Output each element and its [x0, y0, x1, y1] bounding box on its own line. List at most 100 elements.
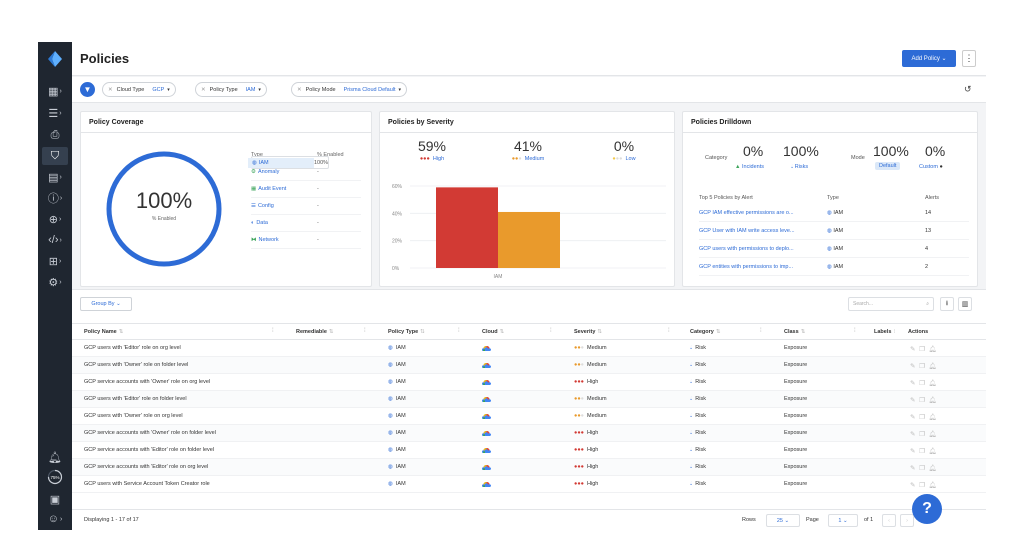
- bell-icon[interactable]: 🔔︎: [928, 363, 937, 370]
- columns-button[interactable]: ▥: [958, 297, 972, 311]
- table-row[interactable]: GCP service accounts with 'Editor' role …: [72, 442, 986, 459]
- policy-name[interactable]: GCP service accounts with 'Editor' role …: [84, 447, 215, 453]
- policy-name[interactable]: GCP service accounts with 'Owner' role o…: [84, 379, 211, 385]
- table-row[interactable]: GCP users with 'Owner' role on org level…: [72, 408, 986, 425]
- more-options-button[interactable]: ⋮: [962, 50, 976, 67]
- filter-icon[interactable]: ▼: [80, 82, 95, 97]
- progress-badge[interactable]: 75%: [42, 468, 68, 486]
- policy-link[interactable]: GCP IAM effective permissions are o...: [699, 209, 794, 216]
- dashboard-icon[interactable]: ▦ ›: [48, 85, 62, 98]
- bell-icon[interactable]: 🔔︎: [928, 482, 937, 489]
- prev-page-button[interactable]: ‹: [882, 514, 896, 527]
- th-remediable[interactable]: Remediable ⇅: [296, 329, 334, 335]
- edit-icon[interactable]: ✎: [910, 414, 916, 421]
- column-resize-handle[interactable]: ⁞: [668, 328, 670, 334]
- copy-icon[interactable]: ❐: [919, 482, 925, 489]
- edit-icon[interactable]: ✎: [910, 346, 916, 353]
- filter-chip-cloud-type[interactable]: ✕ Cloud Type GCP ▾: [102, 82, 176, 97]
- coverage-row-selected[interactable]: ◍ IAM 100%: [248, 156, 330, 169]
- default-mode-button[interactable]: Default: [875, 162, 901, 170]
- th-labels[interactable]: Labels ⁞: [874, 329, 895, 335]
- rows-per-page-select[interactable]: 25 ⌄: [766, 514, 800, 527]
- bar-high[interactable]: [436, 187, 498, 268]
- policy-name[interactable]: GCP service accounts with 'Editor' role …: [84, 464, 209, 470]
- coverage-row[interactable]: ◐ Data -: [251, 215, 361, 232]
- code-icon[interactable]: ‹/› ›: [48, 234, 62, 246]
- help-button[interactable]: ?: [912, 494, 942, 524]
- table-row[interactable]: GCP users with 'Editor' role on org leve…: [72, 340, 986, 357]
- column-resize-handle[interactable]: ⁞: [760, 328, 762, 334]
- incidents-link[interactable]: ▲ Incidents: [735, 164, 764, 170]
- bell-icon[interactable]: 🔔︎: [928, 431, 937, 438]
- investigate-icon[interactable]: ⎙: [50, 128, 60, 141]
- coverage-row[interactable]: ⧓ Network -: [251, 232, 361, 249]
- edit-icon[interactable]: ✎: [910, 363, 916, 370]
- coverage-row[interactable]: ☰ Config -: [251, 198, 361, 215]
- copy-icon[interactable]: ❐: [919, 380, 925, 387]
- column-resize-handle[interactable]: ⁞: [854, 328, 856, 334]
- table-row[interactable]: GCP users with 'Editor' role on folder l…: [72, 391, 986, 408]
- add-policy-button[interactable]: Add Policy ⌄: [902, 50, 956, 67]
- bell-icon[interactable]: 🔔︎: [928, 448, 937, 455]
- alerts-icon[interactable]: ⓘ ›: [47, 193, 63, 205]
- compliance-icon[interactable]: ▤ ›: [48, 171, 62, 184]
- copy-icon[interactable]: ❐: [919, 465, 925, 472]
- search-input[interactable]: Search... ⌕: [848, 297, 934, 311]
- policy-name[interactable]: GCP users with 'Editor' role on org leve…: [84, 345, 181, 351]
- policy-name[interactable]: GCP users with 'Owner' role on org level: [84, 413, 183, 419]
- bell-icon[interactable]: 🔔︎: [928, 380, 937, 387]
- column-resize-handle[interactable]: ⁞: [272, 328, 274, 334]
- remove-filter-icon[interactable]: ✕: [108, 86, 113, 93]
- coverage-row[interactable]: ⚙ Anomaly -: [251, 164, 361, 181]
- th-policy-type[interactable]: Policy Type ⇅: [388, 329, 425, 335]
- bell-icon[interactable]: 🔔︎: [928, 465, 937, 472]
- th-policy-name[interactable]: Policy Name ⇅: [84, 329, 124, 335]
- policy-name[interactable]: GCP users with 'Owner' role on folder le…: [84, 362, 189, 368]
- policy-name[interactable]: GCP users with Service Account Token Cre…: [84, 481, 210, 487]
- copy-icon[interactable]: ❐: [919, 397, 925, 404]
- table-row[interactable]: GCP service accounts with 'Editor' role …: [72, 459, 986, 476]
- reset-icon[interactable]: ↺: [964, 84, 972, 94]
- risks-link[interactable]: 💧︎ Risks: [791, 164, 808, 171]
- column-resize-handle[interactable]: ⁞: [458, 328, 460, 334]
- docs-icon[interactable]: ▣: [49, 493, 61, 506]
- copy-icon[interactable]: ❐: [919, 448, 925, 455]
- edit-icon[interactable]: ✎: [910, 482, 916, 489]
- policy-link[interactable]: GCP users with permissions to deplo...: [699, 245, 794, 252]
- th-category[interactable]: Category ⇅: [690, 329, 721, 335]
- bar-medium[interactable]: [498, 211, 560, 268]
- bell-icon[interactable]: 🔔︎: [928, 414, 937, 421]
- prisma-logo[interactable]: [46, 50, 64, 68]
- notifications-icon[interactable]: 🔔︎: [48, 451, 62, 464]
- policy-link[interactable]: GCP User with IAM write access leve...: [699, 227, 795, 234]
- th-severity[interactable]: Severity ⇅: [574, 329, 603, 335]
- copy-icon[interactable]: ❐: [919, 431, 925, 438]
- profile-icon[interactable]: ☺ ›: [47, 513, 63, 525]
- bell-icon[interactable]: 🔔︎: [928, 346, 937, 353]
- edit-icon[interactable]: ✎: [910, 448, 916, 455]
- severity-medium[interactable]: 41% ●●● Medium: [488, 138, 568, 162]
- settings-icon[interactable]: ⚙ ›: [48, 276, 62, 289]
- globe-icon[interactable]: ⊕ ›: [48, 213, 62, 226]
- group-by-button[interactable]: Group By ⌄: [80, 297, 132, 311]
- table-row[interactable]: GCP users with 'Owner' role on folder le…: [72, 357, 986, 374]
- edit-icon[interactable]: ✎: [910, 431, 916, 438]
- remove-filter-icon[interactable]: ✕: [201, 86, 206, 93]
- table-row[interactable]: GCP service accounts with 'Owner' role o…: [72, 374, 986, 391]
- coverage-row[interactable]: ▦ Audit Event -: [251, 181, 361, 198]
- severity-low[interactable]: 0% ●●● Low: [584, 138, 664, 162]
- policy-name[interactable]: GCP service accounts with 'Owner' role o…: [84, 430, 216, 436]
- edit-icon[interactable]: ✎: [910, 380, 916, 387]
- page-select[interactable]: 1 ⌄: [828, 514, 858, 527]
- severity-high[interactable]: 59% ●●● High: [392, 138, 472, 162]
- filter-chip-policy-mode[interactable]: ✕ Policy Mode Prisma Cloud Default ▾: [291, 82, 408, 97]
- filter-chip-policy-type[interactable]: ✕ Policy Type IAM ▾: [195, 82, 267, 97]
- th-cloud[interactable]: Cloud ⇅: [482, 329, 505, 335]
- column-resize-handle[interactable]: ⁞: [364, 328, 366, 334]
- copy-icon[interactable]: ❐: [919, 346, 925, 353]
- edit-icon[interactable]: ✎: [910, 465, 916, 472]
- network-icon[interactable]: ⊞ ›: [48, 255, 62, 268]
- next-page-button[interactable]: ›: [900, 514, 914, 527]
- column-resize-handle[interactable]: ⁞: [550, 328, 552, 334]
- remove-filter-icon[interactable]: ✕: [297, 86, 302, 93]
